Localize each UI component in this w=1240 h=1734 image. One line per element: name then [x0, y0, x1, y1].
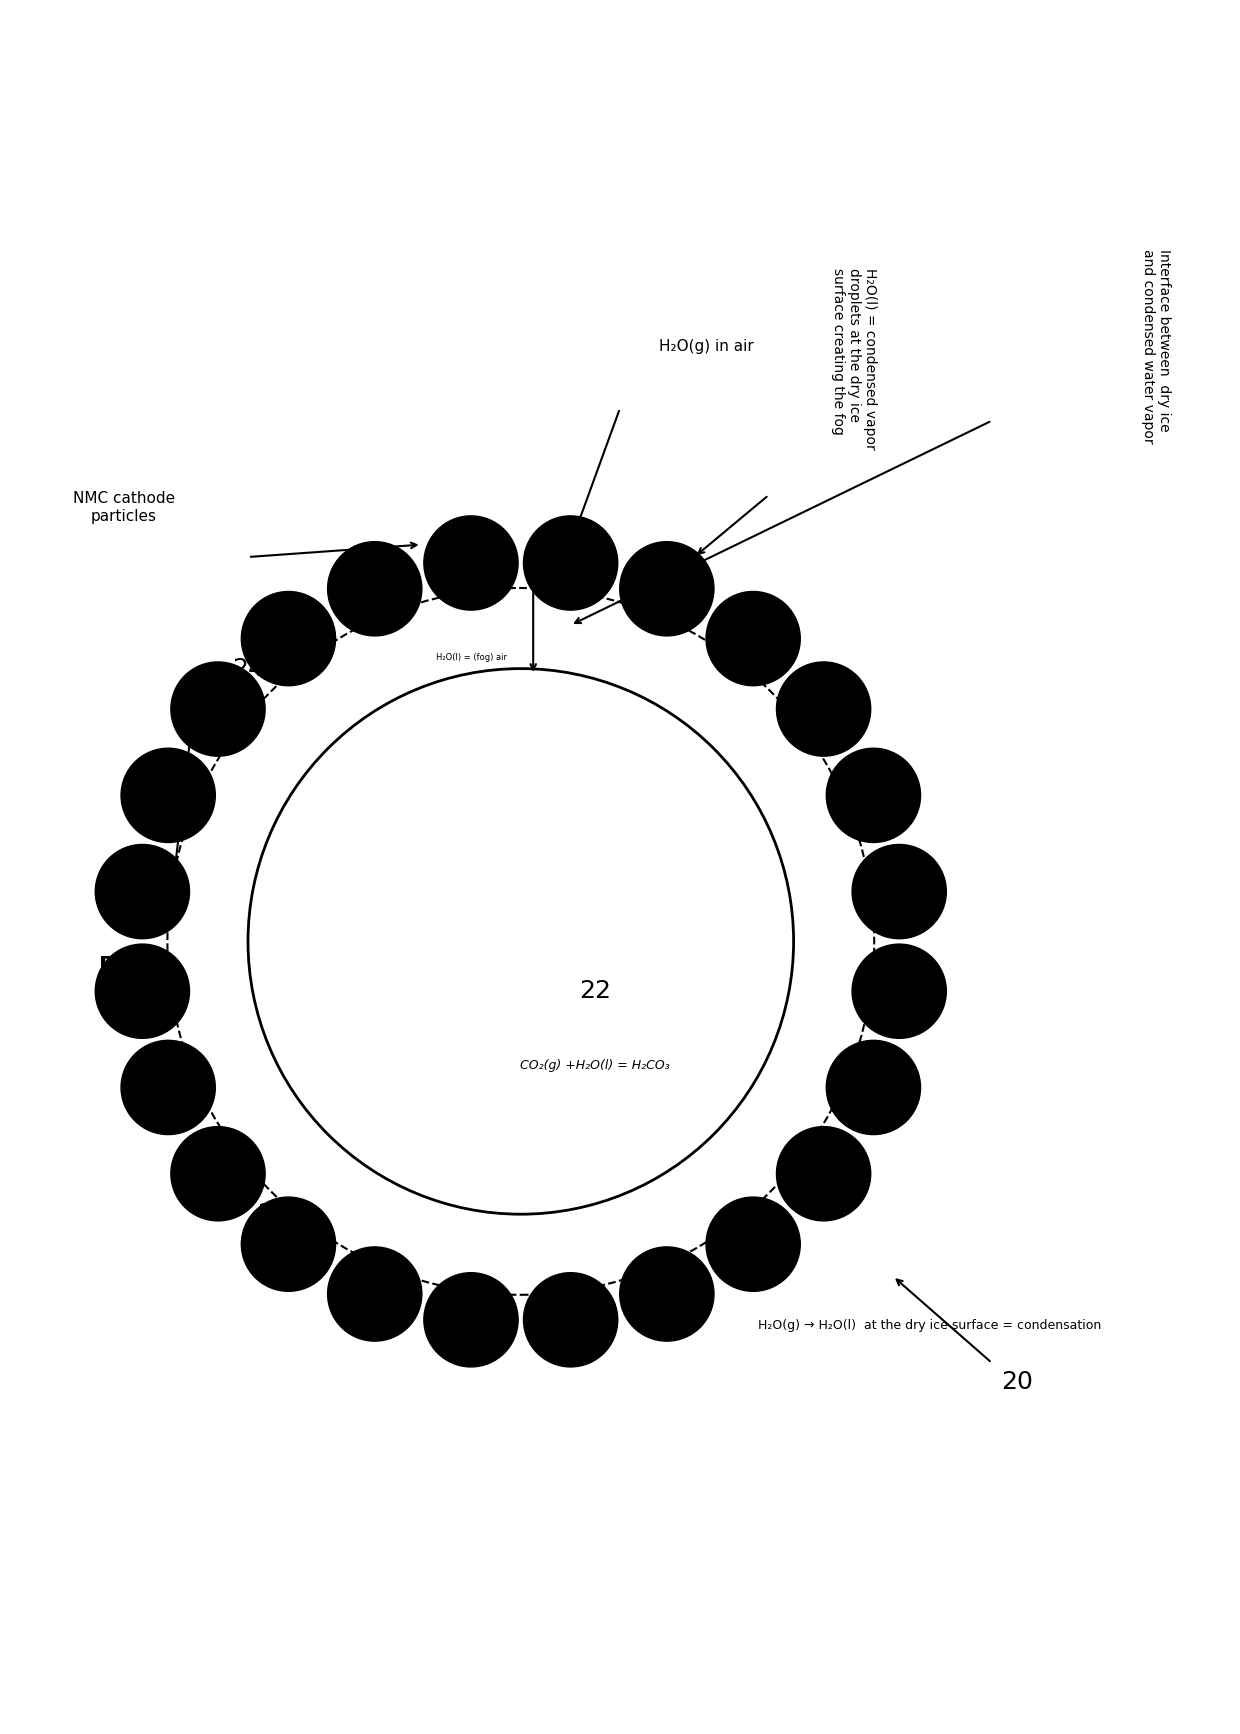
Circle shape [327, 1247, 422, 1340]
Circle shape [706, 591, 800, 685]
Circle shape [852, 844, 946, 938]
Text: 24: 24 [232, 657, 264, 681]
Text: H₂O(g) → H₂O(l)  at the dry ice surface = condensation: H₂O(g) → H₂O(l) at the dry ice surface =… [759, 1320, 1101, 1332]
Circle shape [424, 1273, 518, 1366]
Circle shape [826, 747, 920, 843]
Text: H₂O(l) = (fog) air: H₂O(l) = (fog) air [435, 654, 507, 662]
Circle shape [122, 747, 216, 843]
Circle shape [242, 1196, 336, 1292]
Text: 22: 22 [579, 980, 611, 1002]
Circle shape [620, 1247, 714, 1340]
Circle shape [95, 844, 190, 938]
Circle shape [852, 943, 946, 1039]
Circle shape [620, 541, 714, 636]
Text: H₂O(l) = condensed vapor
droplets at the dry ice
surface creating the fog: H₂O(l) = condensed vapor droplets at the… [831, 267, 877, 449]
Circle shape [171, 662, 265, 756]
Circle shape [706, 1196, 800, 1292]
Circle shape [95, 943, 190, 1039]
Circle shape [523, 517, 618, 610]
Circle shape [776, 1127, 870, 1221]
Text: NMC cathode
particles: NMC cathode particles [73, 491, 175, 524]
Circle shape [171, 1127, 265, 1221]
Text: CO₂(g) +H₂O(l) = H₂CO₃: CO₂(g) +H₂O(l) = H₂CO₃ [521, 1059, 670, 1072]
Circle shape [424, 517, 518, 610]
Text: FIG. 2: FIG. 2 [99, 955, 172, 976]
Circle shape [122, 1040, 216, 1134]
Circle shape [327, 541, 422, 636]
Text: 20: 20 [1001, 1370, 1033, 1394]
Circle shape [242, 591, 336, 685]
Text: 26: 26 [257, 1202, 289, 1226]
Circle shape [523, 1273, 618, 1366]
Text: H₂O(g) in air: H₂O(g) in air [660, 338, 754, 354]
Text: Interface between  dry ice
and condensed water vapor: Interface between dry ice and condensed … [1141, 250, 1171, 444]
Circle shape [826, 1040, 920, 1134]
Circle shape [776, 662, 870, 756]
